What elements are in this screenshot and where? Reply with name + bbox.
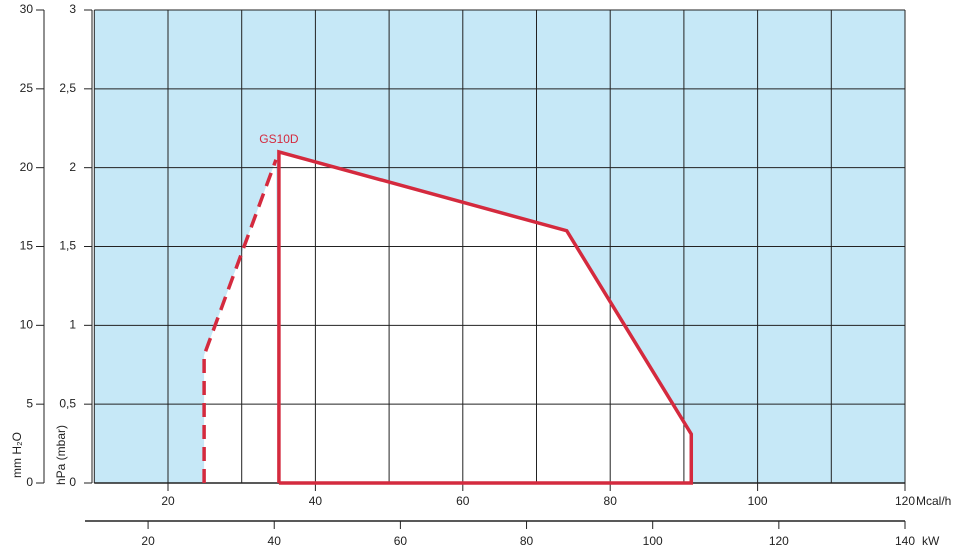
y2-tick-label: 15 xyxy=(20,239,34,253)
y2-tick-label: 0 xyxy=(26,475,33,489)
y-tick-label: 2,5 xyxy=(59,81,76,95)
y-tick-label: 1 xyxy=(69,318,76,332)
y2-axis-label: mm H₂O xyxy=(10,432,24,478)
y2-tick-label: 5 xyxy=(26,396,33,410)
y2-tick-label: 10 xyxy=(20,318,34,332)
x-tick-label: 40 xyxy=(309,494,323,508)
x2-tick-label: 120 xyxy=(769,534,789,548)
x2-tick-label: 100 xyxy=(643,534,663,548)
y-tick-label: 0 xyxy=(69,475,76,489)
x-tick-label: 100 xyxy=(748,494,768,508)
x-tick-label: 60 xyxy=(456,494,470,508)
y-tick-label: 1,5 xyxy=(59,239,76,253)
working-field xyxy=(204,151,692,483)
series-line xyxy=(277,149,694,485)
y-axis-label: hPa (mbar) xyxy=(54,425,68,485)
x-tick-label: 80 xyxy=(604,494,618,508)
x2-tick-label: 60 xyxy=(394,534,408,548)
x-tick-label: 120 xyxy=(895,494,915,508)
y-tick-label: 3 xyxy=(69,2,76,16)
x-axis-label: Mcal/h xyxy=(916,494,951,508)
y2-tick-label: 25 xyxy=(20,81,34,95)
series-label: GS10D xyxy=(259,132,299,146)
x2-tick-label: 20 xyxy=(141,534,155,548)
y-tick-label: 0,5 xyxy=(59,396,76,410)
y2-tick-label: 20 xyxy=(20,160,34,174)
x2-tick-label: 40 xyxy=(268,534,282,548)
y-tick-label: 2 xyxy=(69,160,76,174)
series-line xyxy=(202,159,278,483)
x2-axis-label: kW xyxy=(922,534,940,548)
x2-tick-label: 80 xyxy=(520,534,534,548)
x2-tick-label: 140 xyxy=(895,534,915,548)
y2-tick-label: 30 xyxy=(20,2,34,16)
x-tick-label: 20 xyxy=(161,494,175,508)
